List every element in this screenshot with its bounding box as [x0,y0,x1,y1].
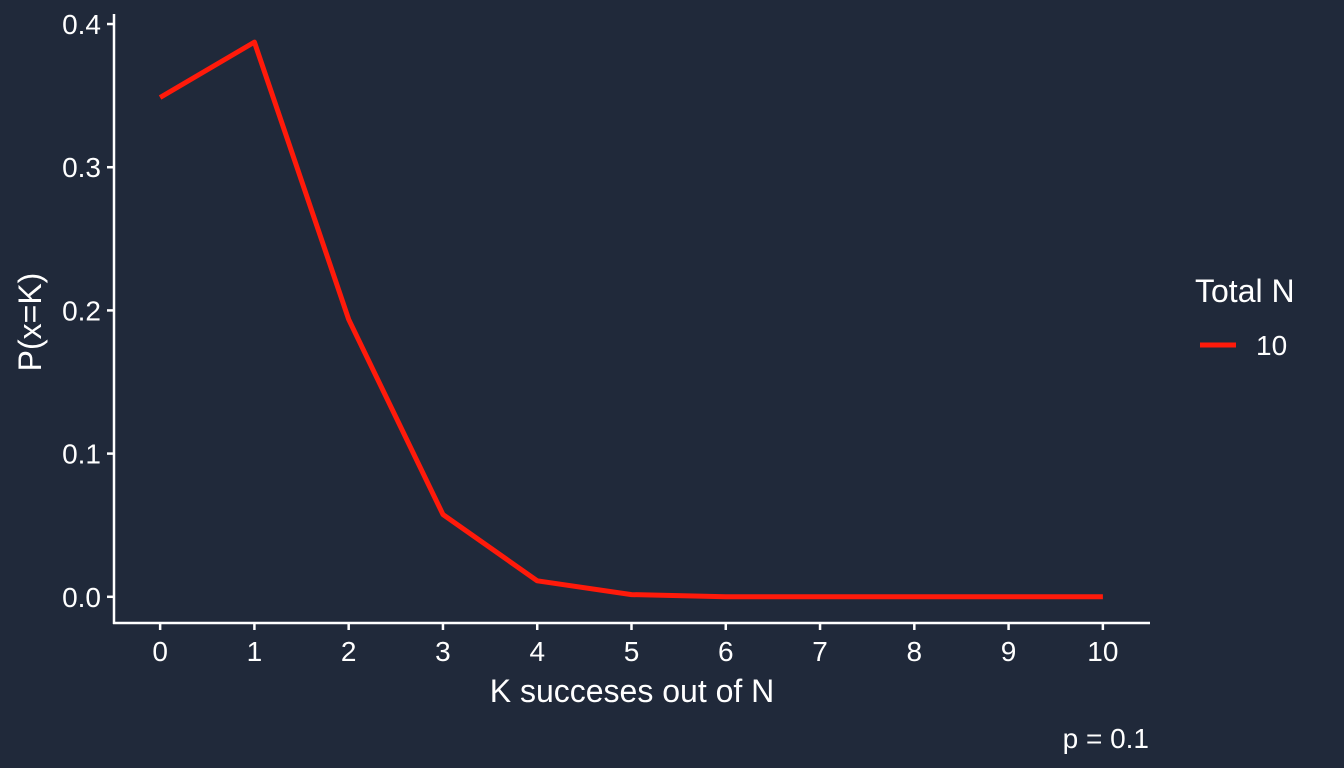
series-line [158,39,1103,600]
legend-title: Total N [1195,273,1295,309]
y-tick-label: 0.3 [62,152,101,183]
x-axis-title: K succeses out of N [490,673,775,709]
x-tick-label: 8 [907,636,923,667]
x-tick-label: 0 [152,636,168,667]
x-tick-label: 5 [624,636,640,667]
y-axis-ticks: 0.0 0.1 0.2 0.3 0.4 [62,9,114,613]
legend-label: 10 [1256,330,1287,361]
y-axis-title: P(x=K) [12,273,48,372]
legend: Total N 10 [1195,273,1295,361]
axes [112,14,1150,625]
series [158,39,1103,600]
y-tick-label: 0.4 [62,9,101,40]
x-tick-label: 9 [1001,636,1017,667]
y-tick-label: 0.0 [62,582,101,613]
x-axis-ticks: 0 1 2 3 4 5 6 7 8 9 10 [152,623,1118,667]
x-tick-label: 6 [718,636,734,667]
x-tick-label: 7 [812,636,828,667]
caption: p = 0.1 [1063,723,1149,754]
x-tick-label: 3 [435,636,451,667]
x-tick-label: 1 [247,636,263,667]
x-tick-label: 4 [529,636,545,667]
y-tick-label: 0.1 [62,439,101,470]
x-tick-label: 10 [1087,636,1118,667]
x-tick-label: 2 [341,636,357,667]
y-tick-label: 0.2 [62,295,101,326]
